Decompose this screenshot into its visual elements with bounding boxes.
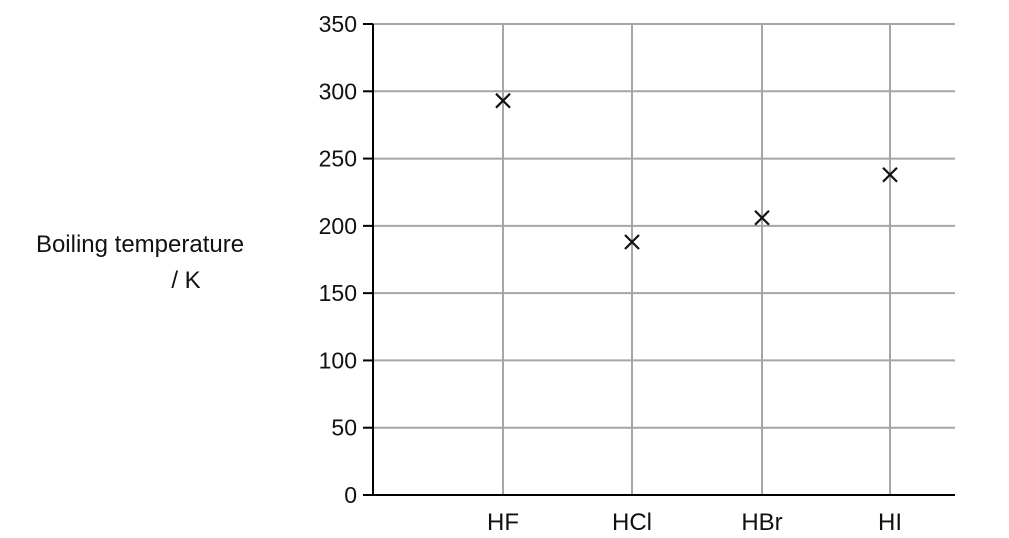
y-tick-label-150: 150 xyxy=(319,280,357,306)
y-tick-label-250: 250 xyxy=(319,146,357,172)
axes xyxy=(363,24,955,496)
y-tick-label-200: 200 xyxy=(319,213,357,239)
data-points xyxy=(495,92,898,250)
x-category-label-hcl: HCl xyxy=(612,509,652,536)
y-tick-label-300: 300 xyxy=(319,78,357,104)
data-point-hbr xyxy=(754,210,770,226)
data-point-hi xyxy=(882,166,898,183)
y-tick-label-50: 50 xyxy=(331,415,357,441)
y-tick-label-100: 100 xyxy=(319,347,357,373)
marker-stroke xyxy=(754,210,770,226)
vertical-gridlines xyxy=(502,24,891,495)
marker-stroke xyxy=(882,166,898,183)
y-tick-labels: 0 50 100 150 200 250 300 350 xyxy=(319,11,373,508)
x-category-label-hbr: HBr xyxy=(741,509,782,536)
y-tick-label-0: 0 xyxy=(344,482,357,508)
x-category-label-hf: HF xyxy=(487,509,519,536)
y-axis-label-line-1: Boiling temperature xyxy=(36,231,244,258)
data-point-hf xyxy=(495,92,511,109)
y-axis-label-line-2: / K xyxy=(171,267,200,294)
y-tick-label-350: 350 xyxy=(319,11,357,37)
x-category-labels: HF HCl HBr HI xyxy=(487,509,902,536)
data-point-hcl xyxy=(624,234,640,250)
marker-stroke xyxy=(624,234,640,250)
marker-stroke xyxy=(495,92,511,109)
x-category-label-hi: HI xyxy=(878,509,902,536)
horizontal-gridlines xyxy=(373,23,955,429)
